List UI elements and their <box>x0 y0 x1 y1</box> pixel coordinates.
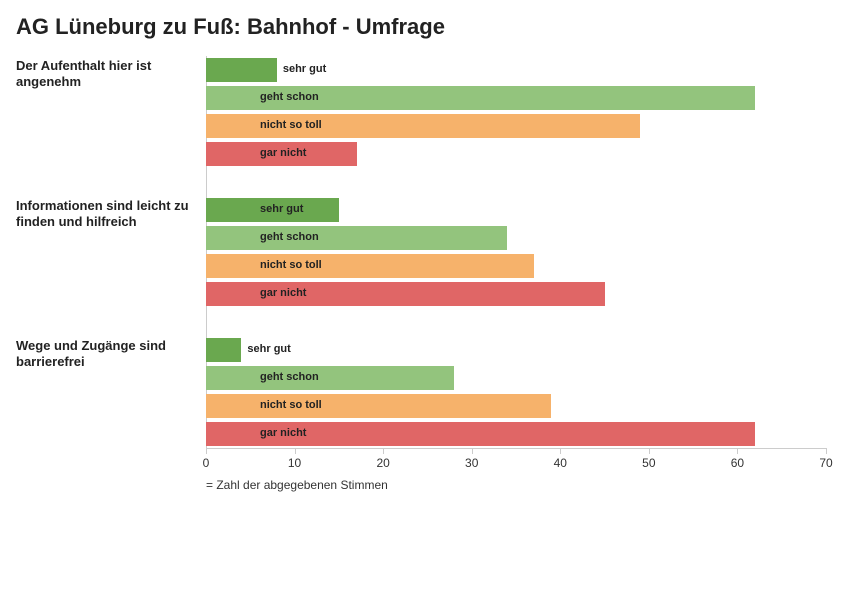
bar-row: nicht so toll <box>206 252 834 280</box>
x-tick <box>826 448 827 454</box>
bar-row: sehr gut <box>206 336 834 364</box>
x-axis-line <box>206 448 826 449</box>
x-axis: 010203040506070 <box>206 448 834 476</box>
plot-area: Der Aufenthalt hier ist angenehm sehr gut… <box>16 56 834 476</box>
bar <box>206 394 551 418</box>
bar <box>206 254 534 278</box>
chart-container: AG Lüneburg zu Fuß: Bahnhof - Umfrage De… <box>0 0 850 603</box>
x-tick-label: 30 <box>460 456 484 470</box>
bar-row: gar nicht <box>206 280 834 308</box>
bar-row: gar nicht <box>206 420 834 448</box>
bar-category-label: geht schon <box>260 91 319 103</box>
x-tick <box>737 448 738 454</box>
bar-category-label: gar nicht <box>260 147 306 159</box>
bar-category-label: sehr gut <box>260 203 303 215</box>
bar <box>206 226 507 250</box>
bar-row: geht schon <box>206 364 834 392</box>
bar <box>206 58 277 82</box>
bar-row: geht schon <box>206 84 834 112</box>
bars-wrapper: sehr gut geht schon nicht so toll gar nicht <box>206 336 834 448</box>
x-axis-caption: = Zahl der abgegebenen Stimmen <box>206 478 834 492</box>
bar-row: nicht so toll <box>206 112 834 140</box>
x-tick <box>206 448 207 454</box>
bar <box>206 366 454 390</box>
x-tick-label: 70 <box>814 456 838 470</box>
bar-category-label: geht schon <box>260 371 319 383</box>
bar-category-label: gar nicht <box>260 287 306 299</box>
question-label: Der Aufenthalt hier ist angenehm <box>16 58 196 91</box>
bar-category-label: gar nicht <box>260 427 306 439</box>
x-tick <box>472 448 473 454</box>
group-gap <box>16 168 834 196</box>
group-gap <box>16 308 834 336</box>
x-tick <box>649 448 650 454</box>
x-tick <box>295 448 296 454</box>
bar-row: gar nicht <box>206 140 834 168</box>
bar-row: sehr gut <box>206 196 834 224</box>
bar-category-label: sehr gut <box>283 63 326 75</box>
bar-category-label: geht schon <box>260 231 319 243</box>
bars-wrapper: sehr gut geht schon nicht so toll gar nicht <box>206 56 834 168</box>
bar-category-label: nicht so toll <box>260 399 322 411</box>
bar-category-label: nicht so toll <box>260 259 322 271</box>
x-tick <box>560 448 561 454</box>
bar-row: geht schon <box>206 224 834 252</box>
chart-title: AG Lüneburg zu Fuß: Bahnhof - Umfrage <box>16 14 834 40</box>
x-tick-label: 20 <box>371 456 395 470</box>
x-tick-label: 0 <box>194 456 218 470</box>
x-tick-label: 10 <box>283 456 307 470</box>
x-tick <box>383 448 384 454</box>
x-tick-label: 40 <box>548 456 572 470</box>
bar-category-label: sehr gut <box>247 343 290 355</box>
x-tick-label: 60 <box>725 456 749 470</box>
question-group: Der Aufenthalt hier ist angenehm sehr gut… <box>16 56 834 168</box>
question-group: Wege und Zugänge sind barrierefrei sehr g… <box>16 336 834 448</box>
bar-category-label: nicht so toll <box>260 119 322 131</box>
x-tick-label: 50 <box>637 456 661 470</box>
bar-row: nicht so toll <box>206 392 834 420</box>
bar <box>206 338 241 362</box>
question-group: Informationen sind leicht zu finden und … <box>16 196 834 308</box>
bar-row: sehr gut <box>206 56 834 84</box>
bars-wrapper: sehr gut geht schon nicht so toll gar nicht <box>206 196 834 308</box>
question-label: Wege und Zugänge sind barrierefrei <box>16 338 196 371</box>
question-label: Informationen sind leicht zu finden und … <box>16 198 196 231</box>
